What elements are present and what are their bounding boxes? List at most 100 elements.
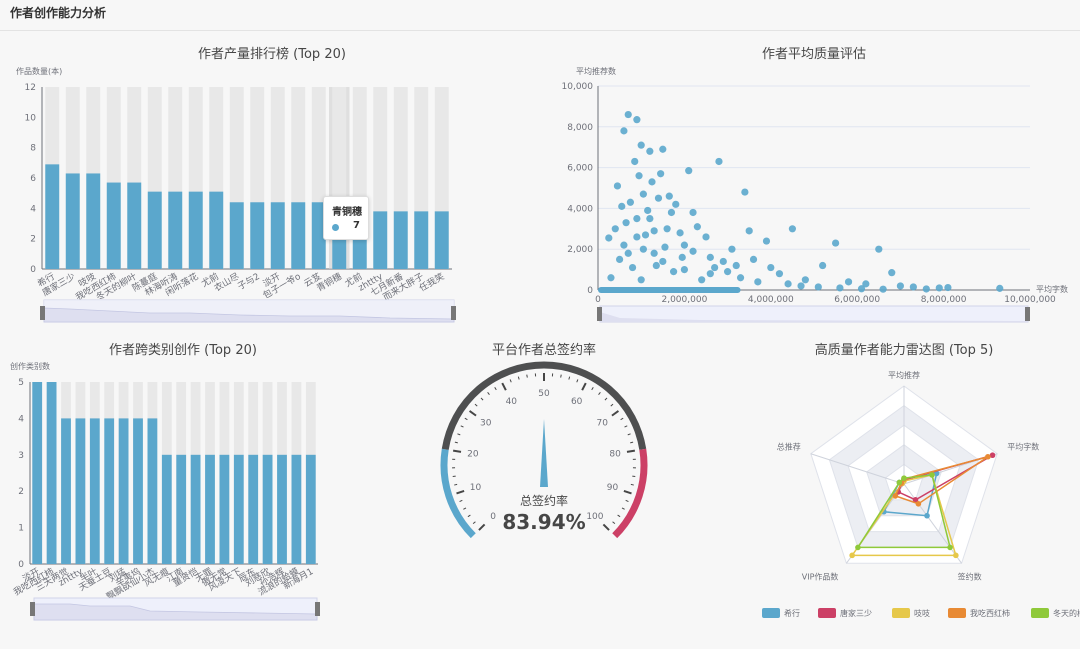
quality-point [922,285,930,293]
radar-series-point [924,512,930,519]
crossgenre-zoom-handle-left[interactable] [30,602,35,616]
ranking-zoom-handle-right[interactable] [451,306,456,320]
ranking-datazoom[interactable] [40,299,456,323]
radar-series-point [901,475,907,481]
quality-point [706,253,714,261]
quality-xtick: 6,000,000 [834,295,880,305]
quality-point [639,190,647,198]
ranking-bar [65,173,80,269]
radar-legend-swatch [892,608,910,618]
gauge-tick [526,374,528,378]
quality-point [626,198,635,206]
quality-zoom-handle-right[interactable] [1025,307,1030,321]
crossgenre-datazoom[interactable] [30,597,320,621]
quality-point [652,261,660,270]
radar-legend-item[interactable]: 吱吱 [892,608,930,618]
quality-point [613,182,622,190]
quality-datazoom[interactable] [597,305,1030,323]
crossgenre-bar [233,454,244,564]
ranking-bar [106,182,121,269]
quality-point [857,285,866,293]
ranking-bar [209,191,224,269]
radar-legend-item[interactable]: 冬天的柳叶 [1031,608,1080,618]
radar-series-point [849,552,855,559]
crossgenre-bar [104,418,115,564]
radar-legend-label: 我吃西红柿 [970,608,1010,618]
radar-legend-item[interactable]: 唐家三少 [818,608,872,618]
tooltip-value: 7 [353,220,360,231]
ranking-bar [373,211,388,269]
quality-point [689,247,697,255]
quality-point [719,257,727,266]
crossgenre-bar [248,454,259,564]
quality-point [637,141,645,149]
quality-point [879,285,887,293]
quality-point [702,233,710,241]
quality-ytick: 2,000 [567,245,593,255]
crossgenre-title: 作者跨类别创作 (Top 20) [109,343,257,358]
radar-legend-swatch [1031,608,1049,618]
quality-ytick: 4,000 [567,204,593,214]
radar-legend-item[interactable]: 希行 [762,608,800,618]
crossgenre-ytick: 3 [18,451,24,461]
ranking-xtick: 子与2 [236,271,262,292]
gauge-tick-label: 60 [571,397,583,407]
crossgenre-zoom-handle-right[interactable] [315,602,320,616]
quality-point [605,234,613,242]
crossgenre-bar [219,454,230,564]
gauge-tick [621,507,625,510]
quality-point [715,157,723,166]
gauge-tick-label: 50 [538,389,550,399]
quality-point [678,253,686,261]
quality-point [631,157,639,166]
quality-point [657,170,665,178]
radar-indicator: 签约数 [958,571,982,581]
gauge-label: 总签约率 [520,493,568,508]
quality-point [728,245,736,253]
quality-xlabel: 平均字数 [1036,284,1068,294]
ranking-title: 作者产量排行榜 (Top 20) [198,46,346,62]
quality-point [814,283,822,291]
ranking-ytick: 6 [30,174,36,184]
quality-point [797,282,805,290]
crossgenre-ytick: 2 [18,487,24,497]
quality-point [624,249,632,257]
ranking-ytick: 12 [25,83,36,93]
quality-point [767,263,775,272]
quality-point [754,278,762,286]
ranking-zoom-handle-left[interactable] [40,306,45,320]
gauge-tick [457,433,461,436]
radar-indicator: VIP作品数 [802,571,839,581]
crossgenre-ytick: 0 [18,560,24,570]
quality-ytick: 0 [587,286,593,296]
gauge-tick-label: 90 [607,483,619,493]
quality-point [762,237,771,245]
radar-series-point [953,552,959,559]
quality-point [775,270,784,278]
crossgenre-bar [118,418,129,564]
gauge-tick-label: 30 [480,419,492,429]
quality-point [749,255,758,263]
quality-point [607,274,615,282]
quality-point [680,241,689,249]
quality-point [620,241,628,249]
radar-series-point [985,453,991,460]
quality-point [801,276,809,284]
quality-zoom-handle-left[interactable] [597,307,602,321]
quality-point [654,194,663,202]
gauge-tick [480,397,484,401]
gauge-value: 83.94% [502,510,585,534]
gauge-tick-label: 10 [470,483,482,493]
crossgenre-ytick: 1 [18,524,24,534]
quality-point [667,208,676,217]
quality-ytick: 10,000 [562,82,594,92]
gauge-tick [452,449,462,453]
crossgenre-bar [133,418,143,564]
gauge-tick-label: 70 [597,419,609,429]
gauge-tick-label: 100 [586,512,603,522]
quality-point [633,233,641,241]
radar-title: 高质量作者能力雷达图 (Top 5) [815,342,994,358]
quality-point [896,282,905,290]
radar-legend-item[interactable]: 我吃西红柿 [948,608,1010,618]
